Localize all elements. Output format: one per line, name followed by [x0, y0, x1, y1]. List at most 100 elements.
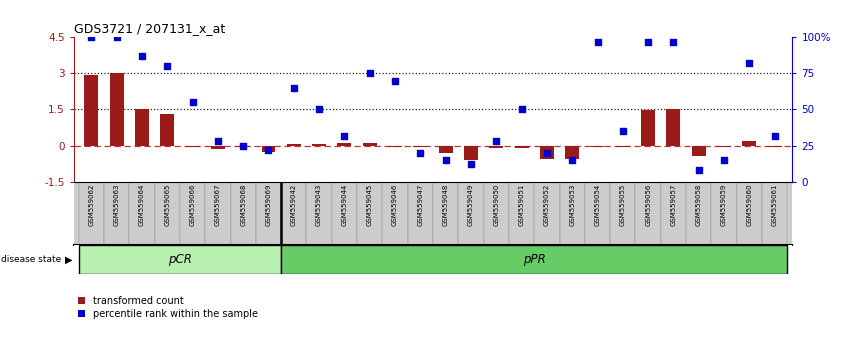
Bar — [667, 109, 681, 145]
Bar — [717, 145, 731, 147]
Text: pCR: pCR — [168, 253, 192, 267]
Text: GSM559052: GSM559052 — [544, 184, 550, 226]
Bar — [160, 114, 174, 145]
Bar — [262, 145, 275, 152]
Bar — [408, 182, 433, 245]
Bar — [439, 145, 453, 153]
Bar — [104, 182, 129, 245]
Bar — [534, 182, 559, 245]
Text: GSM559064: GSM559064 — [139, 184, 145, 226]
Point — [135, 53, 149, 59]
Text: GSM559044: GSM559044 — [341, 184, 347, 226]
Bar — [205, 182, 230, 245]
Bar — [383, 182, 408, 245]
Bar — [79, 182, 104, 245]
Bar — [281, 182, 307, 245]
Bar — [413, 145, 427, 147]
Point — [742, 61, 756, 66]
Text: GSM559059: GSM559059 — [721, 184, 727, 226]
Text: pPR: pPR — [523, 253, 546, 267]
Bar — [185, 145, 199, 147]
Point — [692, 167, 706, 173]
Bar — [742, 141, 756, 145]
Text: GSM559068: GSM559068 — [240, 184, 246, 226]
Text: GSM559054: GSM559054 — [595, 184, 600, 226]
Bar — [509, 182, 534, 245]
Bar — [332, 182, 357, 245]
Bar — [559, 182, 585, 245]
Text: GSM559063: GSM559063 — [113, 184, 120, 226]
Bar — [483, 182, 509, 245]
Bar — [458, 182, 483, 245]
Bar — [281, 245, 787, 274]
Text: GSM559046: GSM559046 — [392, 184, 398, 226]
Bar — [514, 145, 528, 148]
Point — [185, 99, 199, 105]
Text: ▶: ▶ — [65, 255, 73, 265]
Bar — [307, 182, 332, 245]
Text: GSM559055: GSM559055 — [620, 184, 626, 226]
Text: GSM559043: GSM559043 — [316, 184, 322, 226]
Bar — [464, 145, 478, 160]
Point — [236, 143, 250, 148]
Text: GDS3721 / 207131_x_at: GDS3721 / 207131_x_at — [74, 22, 225, 35]
Bar — [211, 145, 225, 149]
Point — [565, 157, 579, 163]
Text: GSM559050: GSM559050 — [494, 184, 500, 226]
Bar — [155, 182, 180, 245]
Bar — [737, 182, 762, 245]
Text: GSM559062: GSM559062 — [88, 184, 94, 226]
Bar — [79, 245, 281, 274]
Bar — [591, 145, 604, 147]
Text: GSM559056: GSM559056 — [645, 184, 651, 226]
Point — [388, 78, 402, 84]
Point — [413, 150, 427, 156]
Bar — [686, 182, 711, 245]
Text: GSM559060: GSM559060 — [746, 184, 753, 226]
Bar — [255, 182, 281, 245]
Point — [616, 129, 630, 134]
Point — [211, 138, 225, 144]
Bar — [661, 182, 686, 245]
Bar — [433, 182, 458, 245]
Point — [439, 157, 453, 163]
Bar — [338, 143, 352, 145]
Text: disease state: disease state — [1, 255, 61, 264]
Bar — [762, 182, 787, 245]
Point — [591, 39, 604, 44]
Text: GSM559048: GSM559048 — [443, 184, 449, 226]
Bar — [585, 182, 611, 245]
Point — [160, 63, 174, 69]
Point — [312, 107, 326, 112]
Bar — [768, 145, 782, 147]
Bar — [565, 145, 579, 159]
Text: GSM559058: GSM559058 — [695, 184, 701, 226]
Bar — [711, 182, 737, 245]
Bar — [110, 73, 124, 145]
Point — [338, 133, 352, 138]
Bar — [616, 145, 630, 147]
Point — [464, 162, 478, 167]
Point — [641, 39, 655, 44]
Point — [540, 150, 554, 156]
Point — [262, 147, 275, 153]
Bar — [641, 110, 655, 145]
Text: GSM559051: GSM559051 — [519, 184, 525, 226]
Text: GSM559057: GSM559057 — [670, 184, 676, 226]
Bar — [236, 145, 250, 147]
Text: GSM559061: GSM559061 — [772, 184, 778, 226]
Bar — [312, 144, 326, 145]
Point — [667, 39, 681, 44]
Bar — [388, 145, 402, 147]
Text: GSM559049: GSM559049 — [468, 184, 474, 226]
Bar — [636, 182, 661, 245]
Point — [489, 138, 503, 144]
Bar — [357, 182, 383, 245]
Point — [717, 157, 731, 163]
Text: GSM559065: GSM559065 — [165, 184, 171, 226]
Text: GSM559067: GSM559067 — [215, 184, 221, 226]
Bar — [489, 145, 503, 148]
Text: GSM559066: GSM559066 — [190, 184, 196, 226]
Point — [84, 34, 98, 40]
Bar — [287, 144, 301, 145]
